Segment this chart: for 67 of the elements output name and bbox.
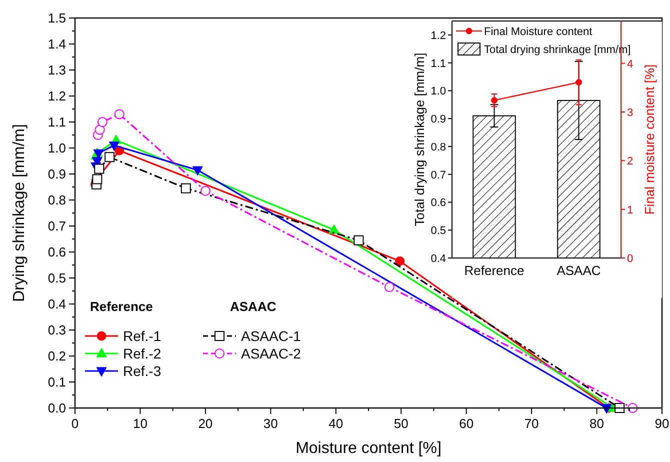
y-tick-label: 0.5 (430, 225, 446, 238)
point (180, 183, 191, 194)
legend-label: Ref.-1 (123, 328, 162, 344)
y-tick-label: 1.1 (48, 114, 66, 130)
legend-label: Ref.-3 (123, 363, 162, 379)
y-tick-label: 0.9 (48, 166, 66, 182)
point (114, 109, 124, 120)
x-tick-label: 30 (263, 416, 278, 431)
y2-tick-label: 1 (627, 204, 634, 216)
point (328, 224, 340, 234)
y-tick-label: 0.1 (48, 374, 66, 390)
y-tick-label: 0.7 (48, 218, 66, 234)
y2-tick-label: 2 (627, 156, 634, 168)
point (108, 142, 120, 152)
point (395, 256, 405, 266)
y-axis-title: Drying shrinkage [mm/m] (11, 124, 28, 302)
y-tick-label: 0.7 (430, 169, 446, 182)
legend-label: ASAAC-2 (241, 346, 302, 362)
point (614, 403, 625, 413)
y-tick-label: 1.0 (48, 140, 66, 156)
y-axis-title: Total drying shrinkage [mm/m] (412, 52, 427, 226)
point (192, 166, 203, 176)
y-tick-label: 0.8 (430, 141, 446, 154)
x-tick-label: 10 (132, 416, 148, 431)
legend-label: ASAAC-1 (241, 328, 302, 344)
y-tick-label: 0.4 (48, 296, 66, 312)
y-tick-label: 1.0 (430, 86, 446, 98)
y-tick-label: 0.4 (430, 253, 446, 265)
x-tick-label: 80 (590, 416, 604, 431)
point (200, 186, 210, 196)
legend-label: Ref.-2 (123, 346, 162, 362)
y-tick-label: 1.1 (430, 58, 446, 70)
point (94, 164, 104, 174)
x-tick-label: 50 (394, 416, 408, 431)
legend-label: Final Moisture content (484, 26, 592, 38)
y-tick-label: 0.6 (430, 197, 446, 210)
x-tick-label: 20 (198, 416, 213, 431)
y-tick-label: 1.5 (48, 10, 66, 26)
x-axis-title: Moisture content [%] (296, 440, 442, 457)
x-tick-label: 90 (654, 416, 670, 431)
y-tick-label: 1.2 (48, 88, 66, 104)
y-tick-label: 0.5 (48, 270, 66, 286)
x-tick-label: 0 (71, 416, 79, 431)
point (601, 404, 612, 414)
y-tick-label: 1.3 (48, 62, 66, 78)
annotation: ASAAC (230, 299, 277, 314)
x-tick-label: 60 (459, 416, 474, 431)
point (104, 152, 115, 162)
point (354, 235, 364, 246)
y-tick-label: 0.9 (430, 114, 446, 126)
y2-tick-label: 3 (627, 107, 634, 120)
annotation: Reference (90, 299, 153, 314)
y-tick-label: 0.8 (48, 192, 66, 208)
point (97, 117, 108, 127)
y-tick-label: 0.3 (48, 322, 66, 338)
y2-axis-title: Final moisture content [%] (642, 64, 657, 215)
y2-tick-label: 4 (627, 58, 634, 70)
x-tick-label: 40 (328, 416, 344, 431)
x-tick-label: 70 (524, 416, 539, 431)
y-tick-label: 0.0 (48, 400, 66, 416)
y-tick-label: 0.6 (48, 244, 66, 260)
y-tick-label: 0.2 (48, 348, 66, 364)
point (94, 124, 105, 135)
y-tick-label: 1.2 (430, 30, 446, 42)
y2-tick-label: 0 (627, 253, 634, 265)
point (384, 282, 394, 292)
y-tick-label: 1.4 (48, 36, 66, 52)
